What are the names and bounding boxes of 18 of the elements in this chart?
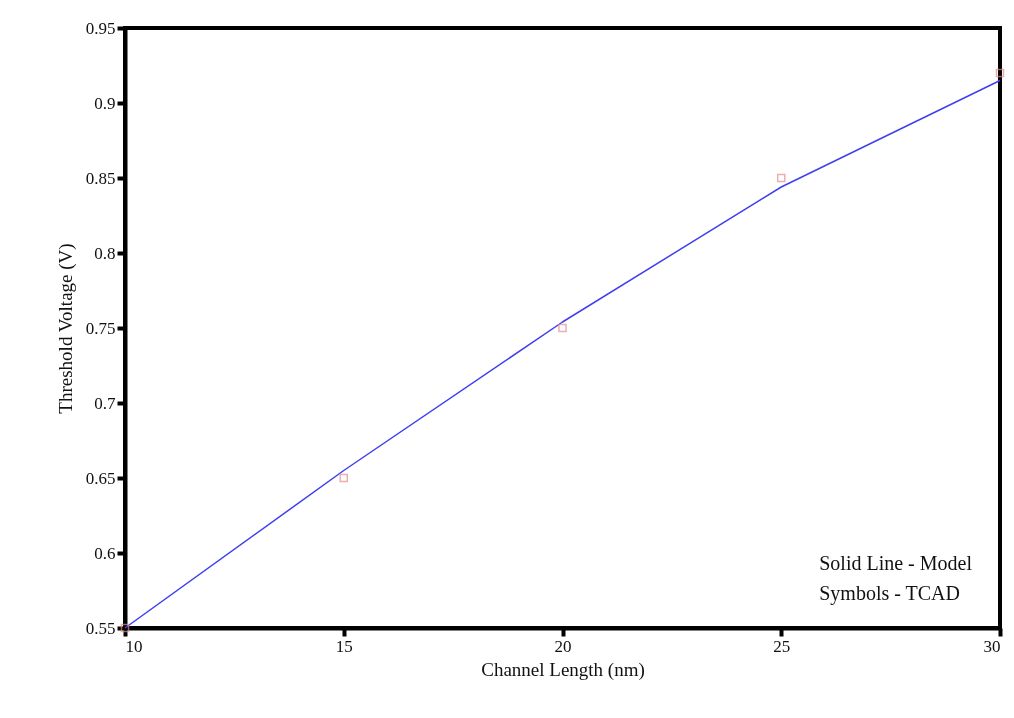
y-tick-label: 0.55 [85,618,116,638]
x-tick-label: 15 [335,636,353,656]
y-tick-label: 0.95 [85,18,116,38]
x-tick-label: 10 [125,636,143,656]
annotation: Solid Line - Model [819,551,972,576]
x-tick-label: 30 [983,636,1001,656]
y-tick-label: 0.8 [94,243,116,263]
annotation: Symbols - TCAD [819,581,961,607]
x-tick-label: 20 [554,636,572,656]
y-tick-label: 0.6 [94,543,116,563]
y-tick-label: 0.75 [85,318,116,338]
x-axis-title: Channel Length (nm) [481,658,645,681]
y-tick-label: 0.65 [85,468,116,488]
y-tick-label: 0.85 [85,168,116,188]
x-tick-label: 25 [773,636,791,656]
y-axis-title: Threshold Voltage (V) [54,243,77,414]
y-tick-label: 0.7 [94,393,116,413]
y-tick-label: 0.9 [94,93,116,113]
